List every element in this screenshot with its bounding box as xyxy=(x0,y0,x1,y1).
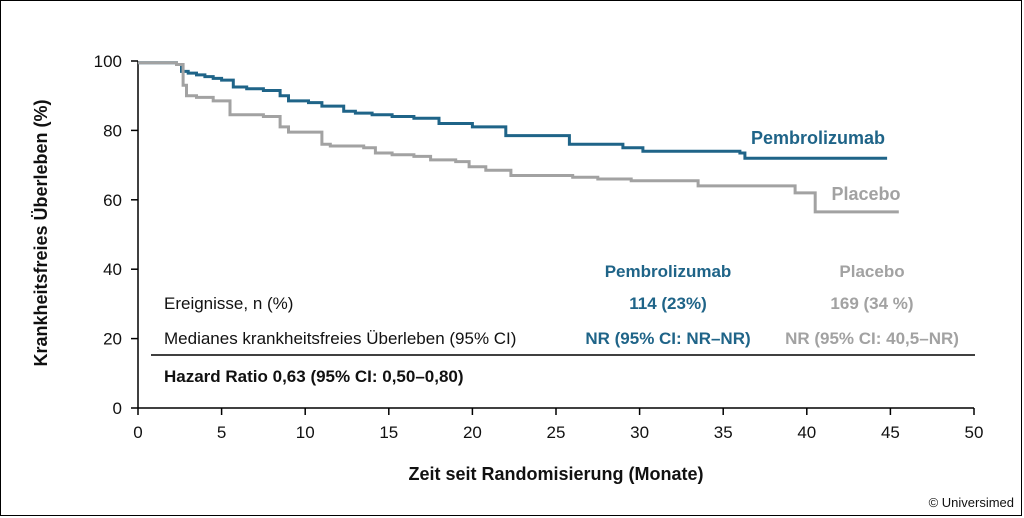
x-tick-label: 10 xyxy=(296,423,315,442)
x-tick-label: 35 xyxy=(714,423,733,442)
y-tick-label: 100 xyxy=(94,52,122,71)
series-layer xyxy=(138,61,899,214)
x-tick-label: 20 xyxy=(463,423,482,442)
series-line-placebo xyxy=(138,61,899,214)
table-cell-events-pembrolizumab: 114 (23%) xyxy=(629,294,707,313)
axis-ticks: 0 5 10 15 20 25 30 35 40 45 50 0 20 40 60 80 100 xyxy=(94,52,984,442)
y-tick-label: 20 xyxy=(103,330,122,349)
x-tick-label: 15 xyxy=(379,423,398,442)
y-tick-label: 60 xyxy=(103,191,122,210)
table-summary-hazard-ratio: Hazard Ratio 0,63 (95% CI: 0,50–0,80) xyxy=(164,367,464,386)
x-tick-label: 45 xyxy=(881,423,900,442)
y-tick-label: 80 xyxy=(103,121,122,140)
x-tick-label: 5 xyxy=(217,423,226,442)
x-tick-label: 0 xyxy=(133,423,142,442)
table-row-label-events: Ereignisse, n (%) xyxy=(164,294,293,313)
x-tick-label: 30 xyxy=(630,423,649,442)
series-label-placebo: Placebo xyxy=(831,184,900,204)
table-cell-median-placebo: NR (95% CI: 40,5–NR) xyxy=(785,329,959,348)
y-axis-title: Krankheitsfreies Überleben (%) xyxy=(31,99,51,366)
x-tick-label: 25 xyxy=(547,423,566,442)
table-row-label-median: Medianes krankheitsfreies Überleben (95%… xyxy=(164,329,516,348)
table-cell-events-placebo: 169 (34 %) xyxy=(830,294,913,313)
table-header-placebo: Placebo xyxy=(839,262,904,281)
x-tick-label: 40 xyxy=(797,423,816,442)
y-tick-label: 0 xyxy=(113,399,122,418)
table-header-pembrolizumab: Pembrolizumab xyxy=(605,262,732,281)
copyright-notice: © Universimed xyxy=(929,495,1014,510)
series-line-pembrolizumab xyxy=(138,61,888,160)
y-tick-label: 40 xyxy=(103,260,122,279)
x-tick-label: 50 xyxy=(965,423,984,442)
table-cell-median-pembrolizumab: NR (95% CI: NR–NR) xyxy=(585,329,750,348)
x-axis-title: Zeit seit Randomisierung (Monate) xyxy=(408,464,703,484)
series-label-pembrolizumab: Pembrolizumab xyxy=(751,128,885,148)
